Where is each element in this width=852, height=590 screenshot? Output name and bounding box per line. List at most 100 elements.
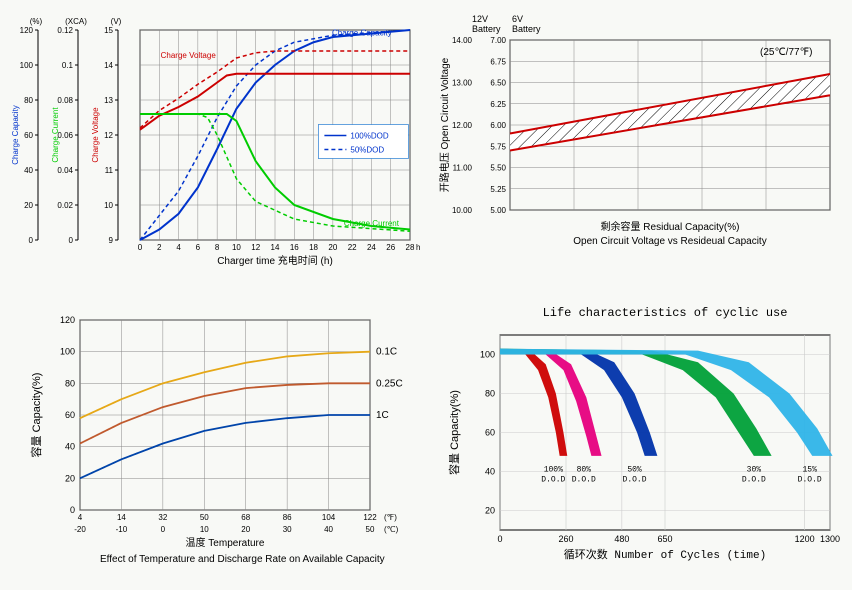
svg-text:18: 18 [309,243,318,252]
svg-text:120: 120 [60,315,75,325]
svg-text:100: 100 [20,61,34,70]
svg-text:剩余容量 Residual Capacity(%): 剩余容量 Residual Capacity(%) [601,220,740,233]
svg-text:80: 80 [24,96,33,105]
svg-text:80: 80 [65,378,75,388]
svg-text:4: 4 [78,513,83,522]
svg-text:14: 14 [117,513,126,522]
svg-text:104: 104 [322,513,336,522]
svg-text:1200: 1200 [795,534,815,544]
svg-text:100: 100 [60,347,75,357]
svg-text:h: h [416,243,420,252]
svg-text:(℃): (℃) [384,525,399,534]
svg-text:5.75: 5.75 [490,142,506,151]
svg-text:13.00: 13.00 [452,79,473,88]
svg-text:Life characteristics of cyclic: Life characteristics of cyclic use [543,306,788,320]
svg-text:Charge Current: Charge Current [344,219,400,228]
svg-text:40: 40 [485,467,495,477]
svg-text:14: 14 [271,243,280,252]
svg-text:26: 26 [386,243,395,252]
svg-text:40: 40 [65,442,75,452]
svg-text:6.50: 6.50 [490,79,506,88]
svg-text:9: 9 [109,236,114,245]
svg-text:100%: 100% [544,466,563,475]
svg-text:6.00: 6.00 [490,121,506,130]
svg-text:120: 120 [20,26,34,35]
svg-text:D.O.D: D.O.D [742,476,766,485]
chart-cycle-life: Life characteristics of cyclic use 20 40 60… [430,300,840,580]
svg-text:0.04: 0.04 [57,166,73,175]
svg-text:10: 10 [232,243,241,252]
svg-text:温度 Temperature: 温度 Temperature [186,536,265,549]
svg-text:80: 80 [485,389,495,399]
svg-text:22: 22 [348,243,357,252]
svg-text:260: 260 [558,534,573,544]
svg-text:122: 122 [363,513,377,522]
svg-text:1C: 1C [376,410,389,421]
svg-text:-20: -20 [74,525,86,534]
svg-text:4: 4 [176,243,181,252]
svg-text:20: 20 [241,525,250,534]
svg-text:30: 30 [283,525,292,534]
svg-text:100: 100 [480,350,495,360]
svg-text:480: 480 [614,534,629,544]
svg-text:D.O.D: D.O.D [623,476,647,485]
svg-text:0: 0 [70,505,75,515]
svg-text:0.12: 0.12 [57,26,73,35]
svg-text:Open Circuit Voltage vs Reside: Open Circuit Voltage vs Resideual Capaci… [573,236,766,247]
svg-text:40: 40 [324,525,333,534]
svg-text:Effect of Temperature and Disc: Effect of Temperature and Discharge Rate… [100,554,385,565]
svg-text:Charge Voltage: Charge Voltage [161,51,217,60]
svg-text:50: 50 [200,513,209,522]
svg-text:20: 20 [24,201,33,210]
svg-text:60: 60 [485,428,495,438]
chart-charger-time: 020406080100120(%)Charge Capacity00.020.… [10,10,420,290]
svg-text:24: 24 [367,243,376,252]
svg-text:(XCA): (XCA) [65,17,87,26]
svg-text:12: 12 [251,243,260,252]
svg-text:86: 86 [283,513,292,522]
svg-text:20: 20 [485,506,495,516]
svg-text:0.02: 0.02 [57,201,73,210]
svg-text:5.25: 5.25 [490,185,506,194]
svg-text:(25℃/77℉): (25℃/77℉) [760,47,812,58]
svg-text:15%: 15% [802,466,817,475]
svg-text:28: 28 [406,243,415,252]
svg-text:12V: 12V [472,14,488,24]
svg-text:Battery: Battery [512,24,541,34]
svg-text:0: 0 [161,525,166,534]
svg-text:Charge Capacity: Charge Capacity [11,105,20,165]
svg-text:(%): (%) [30,17,43,26]
svg-text:20: 20 [65,473,75,483]
chart-temperature-capacity: 0204060801001204-2014-103205010682086301… [10,300,420,580]
svg-text:0.08: 0.08 [57,96,73,105]
svg-text:12.00: 12.00 [452,121,473,130]
svg-text:60: 60 [24,131,33,140]
svg-text:15: 15 [104,26,113,35]
svg-text:Battery: Battery [472,24,501,34]
svg-text:10.00: 10.00 [452,206,473,215]
svg-text:0: 0 [69,236,74,245]
svg-text:8: 8 [215,243,220,252]
svg-text:6.25: 6.25 [490,100,506,109]
svg-text:6: 6 [196,243,201,252]
svg-text:40: 40 [24,166,33,175]
svg-text:循环次数 Number of Cycles (time): 循环次数 Number of Cycles (time) [564,547,766,562]
svg-text:0: 0 [29,236,34,245]
svg-text:50: 50 [366,525,375,534]
svg-text:D.O.D: D.O.D [572,476,596,485]
svg-text:12: 12 [104,131,113,140]
svg-text:10: 10 [200,525,209,534]
svg-text:16: 16 [290,243,299,252]
svg-text:6V: 6V [512,14,523,24]
svg-text:80%: 80% [577,466,592,475]
svg-text:0: 0 [138,243,143,252]
svg-text:Charge Voltage: Charge Voltage [91,107,100,163]
svg-text:2: 2 [157,243,162,252]
svg-text:D.O.D: D.O.D [541,476,565,485]
svg-text:Charge Capacity: Charge Capacity [332,28,392,37]
svg-text:11: 11 [105,166,114,175]
svg-text:(V): (V) [111,17,122,26]
svg-text:50%DOD: 50%DOD [350,146,384,155]
svg-text:0: 0 [497,534,502,544]
svg-text:10: 10 [104,201,113,210]
